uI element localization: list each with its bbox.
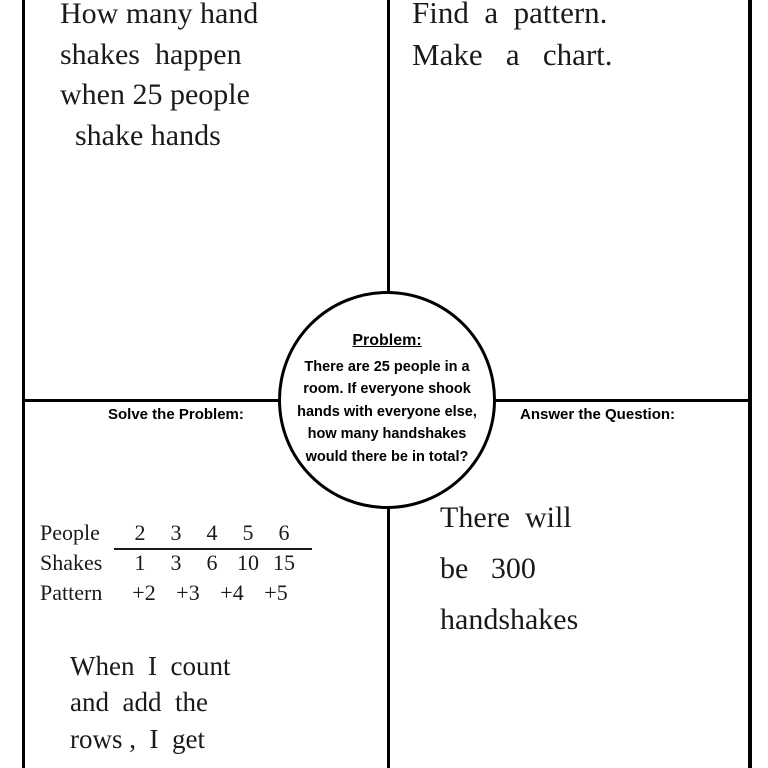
- chart-cell: 2: [122, 520, 158, 546]
- chart-row-pattern: Pattern +2 +3 +4 +5: [40, 580, 302, 606]
- chart-cell: 6: [266, 520, 302, 546]
- chart-rule: [114, 548, 312, 550]
- problem-heading: Problem:: [352, 332, 421, 350]
- label-answer: Answer the Question:: [520, 406, 675, 423]
- chart-cell: +3: [166, 580, 210, 606]
- understand-text: How many hand shakes happen when 25 peop…: [60, 0, 258, 156]
- chart-row-shakes: Shakes 1 3 6 10 15: [40, 550, 302, 576]
- plan-text: Find a pattern. Make a chart.: [412, 0, 613, 76]
- problem-body: There are 25 people in a room. If everyo…: [297, 356, 477, 468]
- chart-cell: 1: [122, 550, 158, 576]
- pattern-chart: People 2 3 4 5 6 Shakes 1 3 6 10 15 Patt…: [40, 520, 302, 606]
- label-solve: Solve the Problem:: [108, 406, 244, 423]
- chart-cell: 4: [194, 520, 230, 546]
- chart-label: Pattern: [40, 580, 122, 606]
- chart-cell: 3: [158, 520, 194, 546]
- chart-cell: 3: [158, 550, 194, 576]
- chart-cell: 6: [194, 550, 230, 576]
- solve-note: When I count and add the rows , I get: [70, 648, 230, 757]
- chart-cell: 10: [230, 550, 266, 576]
- chart-cell: +5: [254, 580, 298, 606]
- chart-label: People: [40, 520, 122, 546]
- chart-cell: +4: [210, 580, 254, 606]
- chart-row-people: People 2 3 4 5 6: [40, 520, 302, 546]
- chart-cell: 15: [266, 550, 302, 576]
- answer-text: There will be 300 handshakes: [440, 492, 578, 645]
- problem-circle: Problem: There are 25 people in a room. …: [278, 291, 496, 509]
- chart-cell: +2: [122, 580, 166, 606]
- chart-cell: 5: [230, 520, 266, 546]
- chart-label: Shakes: [40, 550, 122, 576]
